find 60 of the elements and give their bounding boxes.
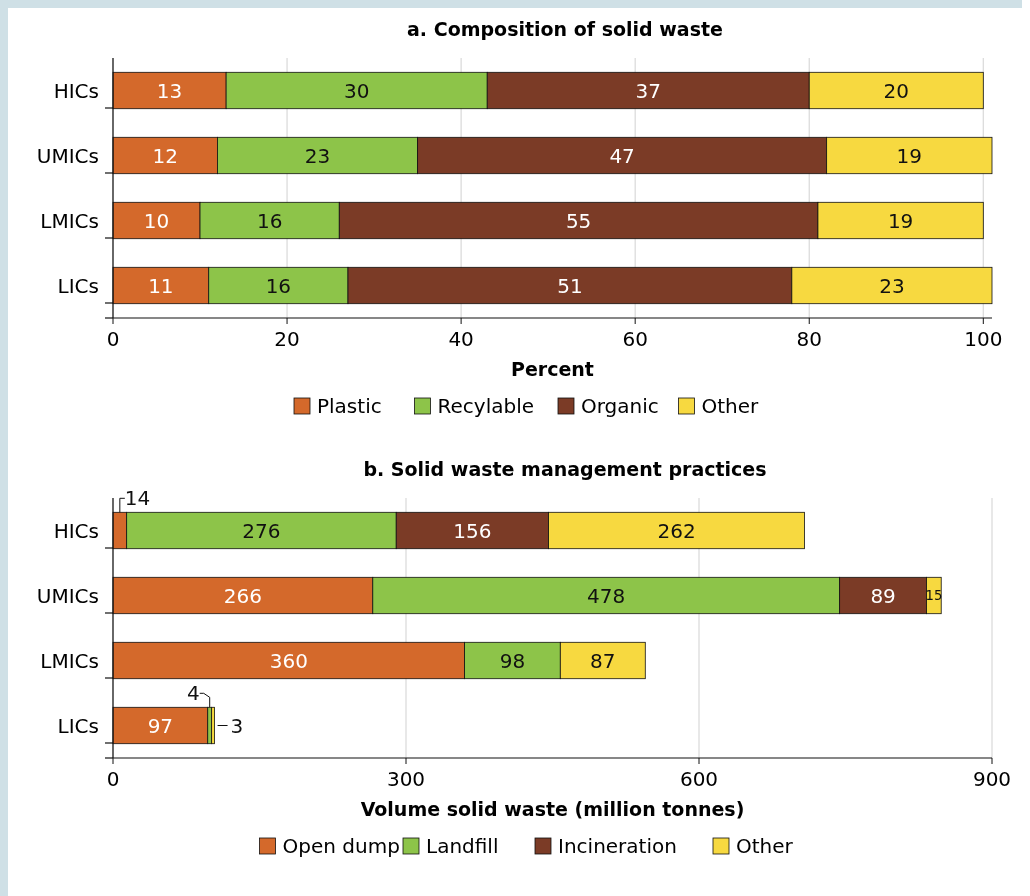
data-label: 87	[590, 648, 616, 673]
data-label: 23	[304, 143, 331, 168]
x-tick-label: 900	[972, 767, 1012, 791]
data-label: 4	[186, 681, 200, 706]
y-tick-label: HICs	[53, 78, 99, 103]
data-label: 262	[657, 518, 696, 543]
data-label: 3	[230, 713, 244, 738]
y-tick-label: LMICs	[40, 208, 99, 233]
data-label: 51	[557, 273, 583, 298]
data-label: 47	[609, 143, 635, 168]
data-label: 20	[883, 78, 909, 103]
x-tick-label: 300	[386, 767, 426, 791]
x-tick-label: 60	[622, 327, 648, 351]
data-label: 360	[269, 648, 308, 673]
data-label: 10	[143, 208, 170, 233]
data-label: 89	[870, 583, 896, 608]
data-label: 156	[453, 518, 492, 543]
legend-label: Other	[736, 834, 794, 858]
data-label: 276	[242, 518, 281, 543]
y-tick-label: LICs	[57, 713, 99, 738]
bar	[211, 706, 215, 745]
legend-label: Recylable	[437, 394, 535, 418]
x-axis-title: Percent	[511, 358, 594, 380]
data-label: 13	[156, 78, 183, 103]
data-label: 23	[879, 273, 905, 298]
legend-label: Open dump	[282, 834, 400, 858]
data-label: 55	[565, 208, 592, 233]
x-tick-label: 600	[679, 767, 719, 791]
data-label: 19	[887, 208, 914, 233]
y-tick-label: LMICs	[40, 648, 99, 673]
data-label: 11	[148, 273, 174, 298]
data-label: 14	[124, 486, 151, 511]
x-tick-label: 80	[796, 327, 822, 351]
data-label: 266	[223, 583, 262, 608]
x-axis-title: Volume solid waste (million tonnes)	[360, 798, 745, 820]
data-label: 30	[343, 78, 370, 103]
legend-label: Organic	[581, 394, 659, 418]
data-label: 98	[499, 648, 526, 673]
x-tick-label: 0	[106, 767, 120, 791]
y-tick-label: UMICs	[36, 143, 99, 168]
y-tick-label: UMICs	[36, 583, 99, 608]
legend-label: Landfill	[426, 834, 499, 858]
y-tick-label: HICs	[53, 518, 99, 543]
data-label: 12	[152, 143, 178, 168]
legend-label: Other	[701, 394, 760, 418]
legend-label: Plastic	[317, 394, 382, 418]
data-label: 478	[587, 583, 626, 608]
x-tick-label: 20	[274, 327, 300, 351]
legend-label: Incineration	[558, 834, 677, 858]
x-tick-label: 100	[964, 327, 1003, 351]
data-label: 16	[265, 273, 292, 298]
data-label: 19	[896, 143, 923, 168]
chart-title: a. Composition of solid waste	[407, 18, 723, 40]
data-label: 97	[147, 713, 174, 738]
x-tick-label: 40	[448, 327, 474, 351]
chart-title: b. Solid waste management practices	[363, 458, 767, 480]
y-tick-label: LICs	[57, 273, 99, 298]
data-label: 16	[256, 208, 283, 233]
x-tick-label: 0	[106, 327, 120, 351]
data-label: 37	[635, 78, 661, 103]
